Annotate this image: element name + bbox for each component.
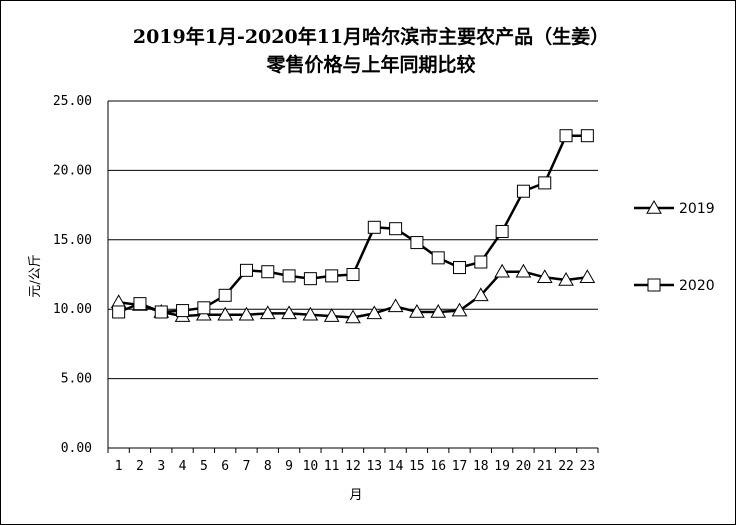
y-tick-label: 0.00 bbox=[61, 441, 92, 456]
chart-subtitle: 零售价格与上年同期比较 bbox=[265, 53, 475, 76]
data-point-2020 bbox=[112, 305, 126, 319]
data-point-2020 bbox=[431, 251, 445, 265]
data-point-2020 bbox=[218, 288, 232, 302]
data-point-2019 bbox=[302, 306, 319, 321]
data-point-2020 bbox=[516, 184, 530, 198]
x-tick-label: 21 bbox=[537, 459, 553, 474]
y-tick-label: 20.00 bbox=[53, 163, 92, 178]
x-tick-label: 17 bbox=[452, 459, 468, 474]
x-tick-label: 22 bbox=[558, 459, 574, 474]
x-tick-label: 20 bbox=[516, 459, 532, 474]
legend: 2019 2020 bbox=[634, 199, 715, 294]
x-tick-label: 8 bbox=[264, 459, 272, 474]
data-point-2019 bbox=[451, 302, 468, 317]
data-point-2020 bbox=[474, 255, 488, 269]
data-point-2020 bbox=[453, 261, 467, 275]
data-point-2020 bbox=[346, 268, 360, 281]
x-tick-label: 6 bbox=[221, 459, 229, 474]
x-tick-label: 7 bbox=[243, 459, 251, 474]
data-point-2020 bbox=[303, 272, 317, 286]
data-point-2020 bbox=[367, 220, 381, 234]
x-tick-label: 16 bbox=[430, 459, 446, 474]
data-point-2019 bbox=[345, 309, 361, 324]
data-point-2019 bbox=[430, 303, 447, 318]
data-point-2020 bbox=[239, 263, 253, 277]
y-axis-label: 元/公斤 bbox=[28, 254, 43, 297]
x-tick-label: 23 bbox=[580, 459, 596, 474]
y-tick-label: 25.00 bbox=[53, 94, 92, 109]
x-tick-label: 14 bbox=[388, 459, 404, 474]
data-point-2019 bbox=[366, 305, 383, 320]
y-tick-label: 5.00 bbox=[61, 372, 92, 387]
data-point-2020 bbox=[282, 269, 296, 283]
data-point-2019 bbox=[238, 306, 255, 321]
x-tick-label: 5 bbox=[200, 459, 208, 474]
data-point-2019 bbox=[494, 263, 510, 278]
data-point-2020 bbox=[176, 304, 190, 318]
x-tick-label: 4 bbox=[179, 459, 187, 474]
data-point-2019 bbox=[579, 269, 596, 284]
x-tick-label: 12 bbox=[345, 459, 361, 474]
x-tick-label: 15 bbox=[409, 459, 425, 474]
data-point-2019 bbox=[387, 298, 404, 313]
data-point-2019 bbox=[323, 308, 340, 322]
data-point-2019 bbox=[409, 303, 425, 318]
x-tick-label: 9 bbox=[285, 459, 293, 474]
data-point-2019 bbox=[472, 287, 489, 302]
data-point-2020 bbox=[325, 269, 339, 283]
chart-title: 2019年1月-2020年11月哈尔滨市主要农产品（生姜） bbox=[133, 25, 609, 48]
x-axis-label: 月 bbox=[349, 488, 362, 503]
data-point-2019 bbox=[281, 305, 297, 320]
series-line-2020 bbox=[118, 134, 588, 314]
x-tick-label: 19 bbox=[494, 459, 510, 474]
x-tick-label: 18 bbox=[473, 459, 489, 474]
x-tick-label: 10 bbox=[303, 459, 319, 474]
data-point-2020 bbox=[197, 301, 211, 315]
data-point-2019 bbox=[515, 263, 532, 278]
data-point-2019 bbox=[259, 305, 276, 320]
x-tick-label: 1 bbox=[115, 459, 123, 474]
y-tick-label: 15.00 bbox=[53, 233, 92, 248]
data-point-2020 bbox=[389, 222, 403, 236]
data-point-2020 bbox=[133, 297, 147, 311]
data-point-2020 bbox=[559, 129, 573, 143]
x-tick-label: 2 bbox=[136, 459, 144, 474]
data-point-2019 bbox=[558, 272, 574, 286]
data-point-2020 bbox=[410, 236, 424, 250]
data-point-2020 bbox=[154, 305, 168, 319]
data-point-2020 bbox=[580, 129, 594, 143]
data-point-2020 bbox=[495, 224, 509, 238]
legend-label-2020: 2020 bbox=[679, 278, 715, 294]
y-tick-label: 10.00 bbox=[53, 302, 92, 317]
data-point-2020 bbox=[538, 176, 552, 190]
legend-marker-2020 bbox=[647, 278, 661, 292]
legend-label-2019: 2019 bbox=[679, 201, 715, 217]
x-tick-label: 13 bbox=[366, 459, 382, 474]
data-point-2020 bbox=[261, 265, 275, 279]
data-point-2019 bbox=[536, 269, 553, 284]
x-tick-label: 11 bbox=[324, 459, 340, 474]
data-point-2019 bbox=[217, 306, 234, 321]
legend-marker-2019 bbox=[646, 199, 662, 214]
x-tick-label: 3 bbox=[157, 459, 165, 474]
